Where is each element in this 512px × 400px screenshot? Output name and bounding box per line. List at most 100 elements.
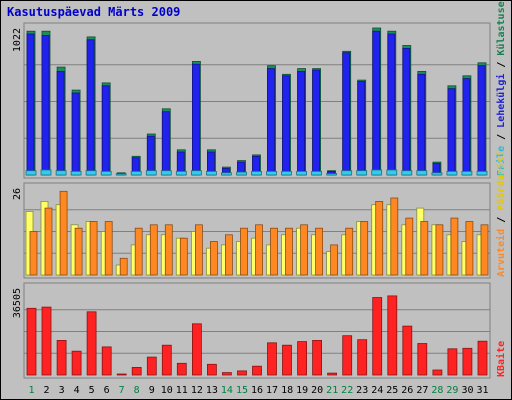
bar-errors-day-14 <box>224 234 233 276</box>
bar-files-day-15 <box>236 171 247 176</box>
panel-top: 1022 <box>12 22 491 179</box>
day-label: 14 <box>221 385 233 396</box>
day-label: 4 <box>74 385 80 396</box>
bar-pages-day-25 <box>387 33 396 176</box>
bar-errors-day-15 <box>240 227 248 276</box>
panel-bottom: 36505 <box>12 282 491 379</box>
day-label: 29 <box>446 385 458 396</box>
bar-errors-day-23 <box>360 221 369 276</box>
bar-files-day-13 <box>205 170 217 176</box>
legend-separator: / <box>496 56 507 74</box>
bar-files-day-3 <box>55 170 67 176</box>
bar-kbytes-day-4 <box>71 350 82 376</box>
bar-errors-day-7 <box>119 257 128 276</box>
bar-files-day-9 <box>145 170 157 176</box>
bar-errors-day-12 <box>194 224 203 276</box>
bar-kbytes-day-9 <box>146 356 157 376</box>
day-label: 30 <box>461 385 473 396</box>
bar-errors-day-6 <box>104 221 113 276</box>
bar-pages-day-22 <box>342 52 351 176</box>
bar-files-day-16 <box>251 170 262 176</box>
bottom-legend: KBaite <box>495 341 507 377</box>
bar-errors-day-22 <box>345 227 354 276</box>
bar-errors-day-11 <box>179 237 188 276</box>
bar-errors-day-13 <box>209 241 218 276</box>
bar-errors-day-19 <box>300 224 309 276</box>
bar-pages-day-18 <box>282 75 290 176</box>
bar-pages-day-17 <box>267 68 275 176</box>
bar-pages-day-4 <box>71 92 80 176</box>
bar-files-day-26 <box>401 170 413 176</box>
bar-kbytes-day-10 <box>161 344 172 376</box>
bar-files-day-10 <box>160 170 172 176</box>
bar-kbytes-day-16 <box>252 365 262 376</box>
day-label: 3 <box>59 385 65 396</box>
bar-pages-day-9 <box>146 135 155 176</box>
chart-title: Kasutuspäevad Märts 2009 <box>7 5 180 19</box>
bar-pages-day-5 <box>86 39 95 176</box>
bar-errors-day-24 <box>375 200 384 276</box>
legend-separator: / <box>496 211 507 229</box>
bar-kbytes-day-28 <box>432 369 443 376</box>
bar-kbytes-day-25 <box>387 295 398 376</box>
bar-files-day-4 <box>70 170 82 176</box>
panel-bottom-max-label: 36505 <box>12 288 23 318</box>
bar-kbytes-day-29 <box>447 348 458 376</box>
bar-pages-day-26 <box>402 48 411 176</box>
day-label: 27 <box>416 385 428 396</box>
bar-kbytes-day-30 <box>462 347 473 376</box>
day-label: 16 <box>251 385 263 396</box>
legend-pages: Lehekülgi <box>495 74 507 128</box>
bar-pages-day-24 <box>372 30 381 176</box>
bar-kbytes-day-12 <box>191 323 202 376</box>
bar-errors-day-3 <box>59 190 68 276</box>
bar-kbytes-day-11 <box>176 362 187 376</box>
day-label: 24 <box>371 385 383 396</box>
bar-files-day-17 <box>266 170 277 176</box>
day-label: 28 <box>431 385 443 396</box>
bar-pages-day-29 <box>447 88 456 176</box>
bar-errors-day-5 <box>89 221 98 276</box>
middle-legend: Arvuteid / Pöördumisi <box>495 151 507 277</box>
bar-pages-day-1 <box>26 33 35 176</box>
bar-pages-day-23 <box>357 81 366 176</box>
bar-files-day-25 <box>386 169 398 176</box>
day-label: 13 <box>206 385 218 396</box>
bar-errors-day-25 <box>390 197 399 276</box>
bar-files-day-7 <box>115 173 127 176</box>
day-label: 15 <box>236 385 248 396</box>
bar-errors-day-29 <box>450 217 459 276</box>
bar-kbytes-day-13 <box>206 363 217 376</box>
bar-errors-day-4 <box>74 227 83 276</box>
bar-files-day-28 <box>431 172 443 176</box>
day-label: 8 <box>134 385 140 396</box>
day-label: 11 <box>176 385 188 396</box>
bar-errors-day-28 <box>435 224 444 276</box>
bar-kbytes-day-1 <box>26 307 37 376</box>
bar-files-day-1 <box>25 170 37 176</box>
bar-files-day-29 <box>446 170 458 176</box>
bar-files-day-2 <box>40 169 52 176</box>
bar-files-day-27 <box>416 170 428 176</box>
day-label: 18 <box>281 385 293 396</box>
bar-files-day-20 <box>311 170 323 176</box>
bar-errors-day-31 <box>480 224 489 276</box>
bar-files-day-11 <box>175 170 187 176</box>
legend-kbytes: KBaite <box>495 341 507 377</box>
bar-pages-day-27 <box>417 73 426 176</box>
day-label: 9 <box>149 385 155 396</box>
bar-errors-day-20 <box>315 227 324 276</box>
bar-kbytes-day-23 <box>357 339 368 376</box>
bar-errors-day-1 <box>29 231 38 276</box>
panel-middle-max-label: 26 <box>12 188 23 200</box>
bar-errors-day-9 <box>149 224 158 276</box>
day-label: 20 <box>311 385 323 396</box>
bar-pages-day-6 <box>101 85 110 176</box>
day-label: 22 <box>341 385 353 396</box>
bar-errors-day-10 <box>164 224 173 276</box>
bar-kbytes-day-7 <box>116 373 127 376</box>
bar-pages-day-2 <box>41 35 50 176</box>
bar-errors-day-16 <box>255 224 263 276</box>
